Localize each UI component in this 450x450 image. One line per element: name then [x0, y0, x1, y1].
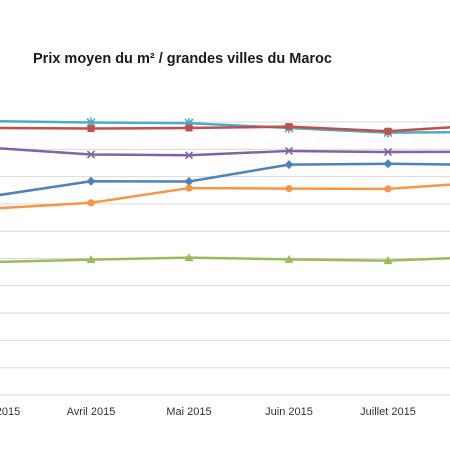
- x-tick-label: Juillet 2015: [360, 406, 416, 418]
- data-point: [184, 253, 194, 262]
- series-line: [0, 125, 450, 133]
- data-point: [383, 147, 393, 157]
- data-point: [87, 125, 95, 133]
- series-line: [0, 256, 450, 264]
- x-tick-label: Juin 2015: [265, 406, 313, 418]
- x-axis-tick-labels: 2015 Avril 2015 Mai 2015 Juin 2015 Juillet 2…: [0, 406, 416, 418]
- data-point: [285, 185, 293, 193]
- x-tick-label: Mai 2015: [166, 406, 211, 418]
- x-tick-label: 2015: [0, 406, 20, 418]
- x-tick-label: Avril 2015: [67, 406, 116, 418]
- data-point: [86, 150, 96, 159]
- data-point: [383, 159, 393, 169]
- data-point: [185, 184, 193, 192]
- data-point: [284, 254, 294, 263]
- series-layer: [0, 117, 450, 265]
- data-point: [383, 256, 393, 265]
- data-point: [86, 255, 96, 264]
- series-6: [0, 253, 450, 265]
- data-point: [384, 185, 392, 193]
- data-point: [284, 160, 294, 170]
- series-4: [0, 159, 450, 197]
- data-point: [284, 146, 294, 156]
- series-line: [0, 162, 450, 197]
- series-5: [0, 183, 450, 210]
- gridlines: [0, 121, 450, 396]
- data-point: [86, 176, 96, 186]
- data-point: [184, 151, 194, 160]
- data-point: [185, 124, 193, 132]
- data-point: [285, 123, 293, 131]
- chart-title: Prix moyen du m² / grandes villes du Mar…: [33, 51, 332, 67]
- data-point: [384, 127, 392, 135]
- series-line: [0, 147, 450, 157]
- series-line: [0, 120, 450, 134]
- series-line: [0, 183, 450, 210]
- data-point: [87, 199, 95, 207]
- data-point: [184, 177, 194, 187]
- series-2: [0, 123, 450, 135]
- series-3: [0, 146, 450, 160]
